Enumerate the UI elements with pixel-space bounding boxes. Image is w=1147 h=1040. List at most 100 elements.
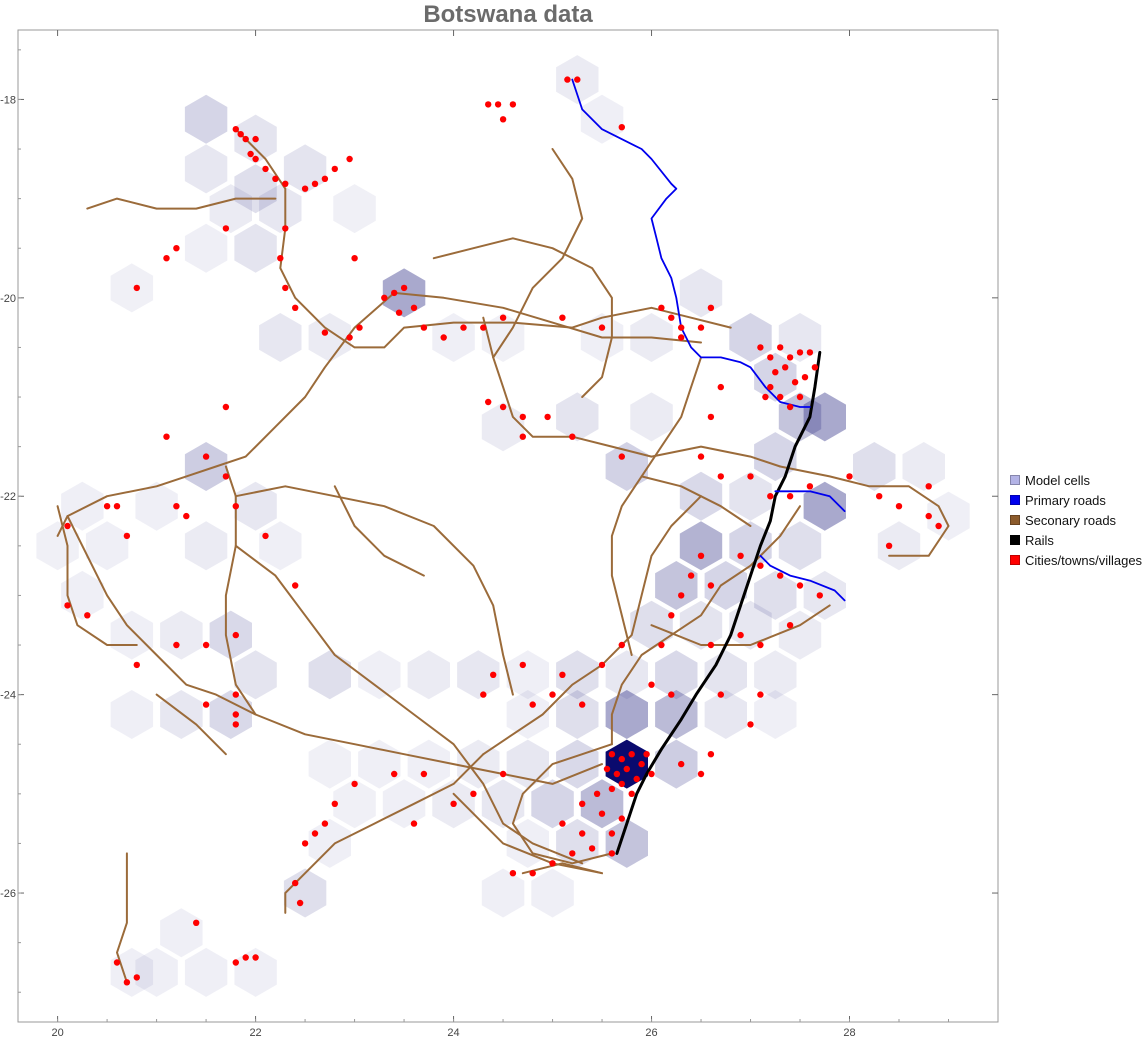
secondary-road (650, 604, 831, 646)
city-point (247, 150, 254, 158)
secondary-road (521, 862, 603, 875)
city-point (123, 979, 131, 986)
city-point (618, 453, 625, 460)
city-point (420, 324, 428, 331)
city-point (222, 403, 230, 411)
city-point (707, 413, 715, 421)
model-cell (704, 690, 747, 739)
secondary-road (234, 544, 584, 865)
city-point (232, 503, 239, 510)
city-point (450, 800, 457, 807)
legend-label: Primary roads (1025, 492, 1106, 508)
model-cell (506, 690, 549, 739)
city-point (678, 592, 685, 599)
city-point (618, 780, 625, 788)
model-cell (506, 650, 549, 700)
city-point (598, 324, 606, 331)
city-point (796, 582, 804, 589)
model-cell (234, 164, 277, 214)
city-point (697, 770, 705, 778)
legend-swatch (1010, 555, 1020, 565)
primary-road (759, 554, 846, 602)
city-point (202, 701, 210, 708)
model-cell (209, 184, 252, 234)
city-point (757, 562, 764, 569)
chart-title: Botswana data (423, 1, 593, 28)
legend-label: Cities/towns/villages (1025, 552, 1143, 568)
city-point (173, 245, 180, 252)
legend-label: Model cells (1025, 472, 1091, 488)
secondary-road (333, 485, 425, 577)
secondary-road (234, 128, 732, 349)
city-point (549, 860, 556, 867)
city-point (598, 810, 606, 817)
model-cell (605, 442, 648, 491)
city-point (777, 393, 784, 401)
city-point (410, 304, 418, 311)
city-point (658, 304, 665, 311)
model-cell (184, 223, 228, 273)
city-point (648, 770, 655, 778)
city-point (321, 329, 329, 336)
city-point (499, 116, 507, 123)
city-point (277, 255, 284, 262)
city-point (796, 393, 804, 401)
model-cell (655, 690, 698, 739)
city-point (262, 532, 269, 540)
city-point (579, 830, 586, 837)
city-point (717, 691, 724, 698)
city-point (757, 641, 764, 649)
city-point (351, 780, 358, 788)
model-cell (556, 690, 599, 739)
city-point (633, 775, 640, 783)
city-point (173, 503, 180, 510)
city-point (762, 393, 769, 401)
city-point (628, 751, 635, 758)
city-point (331, 800, 338, 807)
city-point (811, 364, 819, 371)
city-point (499, 403, 507, 411)
city-point (519, 433, 526, 440)
city-point (440, 334, 447, 341)
city-point (697, 324, 705, 331)
city-point (232, 691, 239, 698)
model-cell (803, 392, 846, 442)
city-point (346, 334, 353, 341)
city-point (242, 954, 249, 961)
city-point (202, 453, 210, 460)
model-cell (754, 690, 797, 739)
legend-item: Cities/towns/villages (1010, 550, 1142, 570)
city-point (480, 324, 487, 331)
city-point (232, 959, 239, 966)
city-point (391, 289, 398, 297)
city-point (697, 552, 705, 559)
city-point (623, 765, 630, 773)
city-point (183, 512, 190, 520)
city-point (356, 324, 363, 331)
model-cell (110, 263, 154, 313)
model-cell (333, 184, 376, 234)
city-point (311, 830, 319, 837)
model-cell (877, 521, 921, 571)
legend: Model cells Primary roads Seconary roads Ra… (1010, 470, 1142, 570)
model-cell (778, 521, 822, 571)
city-point (559, 314, 566, 321)
model-cell (184, 442, 228, 491)
model-cell (655, 561, 698, 610)
secondary-road (610, 505, 801, 746)
legend-item: Primary roads (1010, 490, 1142, 510)
model-cell (531, 868, 574, 918)
city-point (490, 671, 497, 678)
model-cell (605, 818, 648, 868)
city-point (925, 483, 932, 490)
city-point (460, 324, 467, 331)
city-point (737, 552, 744, 559)
city-point (678, 334, 685, 341)
city-point (757, 344, 764, 351)
rail-line (615, 350, 822, 855)
secondary-road (393, 291, 702, 344)
y-tick-label: -18 (0, 94, 16, 106)
city-point (603, 765, 611, 773)
model-cell (259, 521, 302, 571)
city-point (638, 760, 645, 768)
